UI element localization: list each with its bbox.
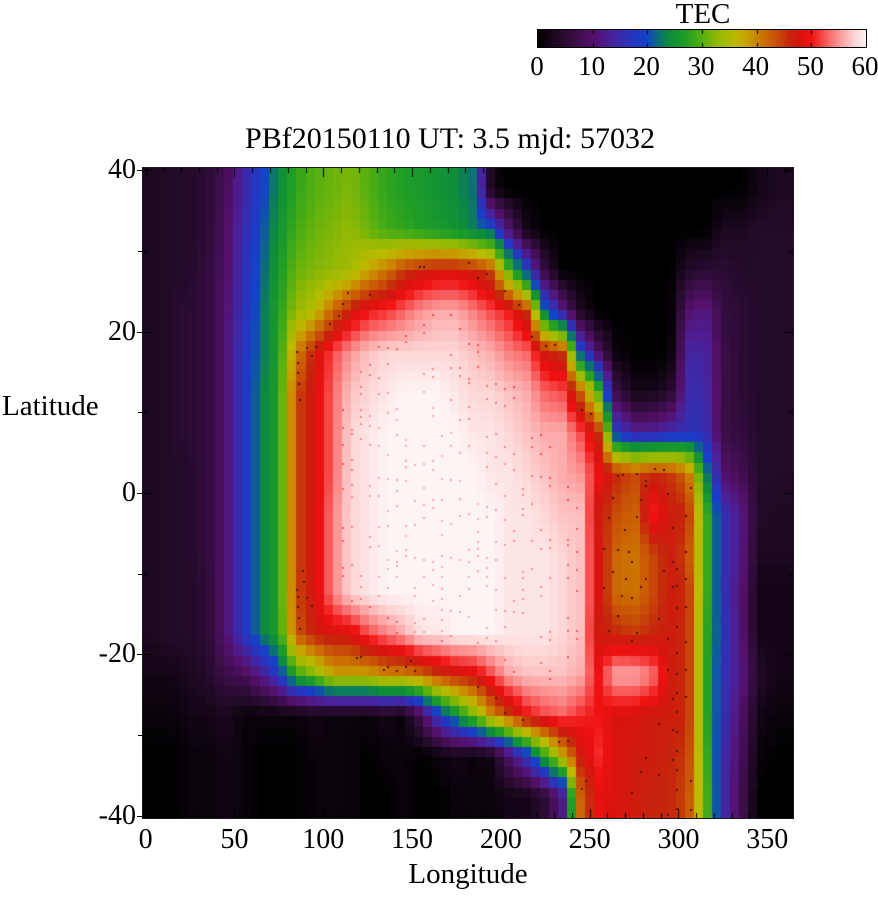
y-axis-tick xyxy=(137,331,142,333)
x-tick-label: 300 xyxy=(657,824,700,855)
colorbar-tick-label: 10 xyxy=(578,51,606,81)
colorbar-tick-label: 60 xyxy=(851,51,878,81)
colorbar-title: TEC xyxy=(675,0,731,30)
y-axis-label: Latitude xyxy=(2,390,99,422)
y-axis-tick xyxy=(137,815,142,817)
x-tick-label: 250 xyxy=(568,824,611,855)
heatmap-plot-area xyxy=(142,167,794,819)
x-tick-label: 200 xyxy=(479,824,522,855)
y-tick-label: 20 xyxy=(108,315,136,347)
tec-heatmap-canvas xyxy=(143,168,793,818)
y-axis-tick xyxy=(137,654,142,656)
y-tick-label: -20 xyxy=(98,638,136,670)
colorbar-gradient xyxy=(538,30,866,47)
x-tick-label: 50 xyxy=(220,824,249,855)
colorbar-tick-label: 30 xyxy=(687,51,715,81)
x-tick-label: 100 xyxy=(302,824,345,855)
colorbar-tick-label: 0 xyxy=(530,51,544,81)
y-axis-tick xyxy=(138,412,142,414)
x-axis-label: Longitude xyxy=(408,858,528,890)
x-tick-label: 350 xyxy=(746,824,789,855)
y-axis-tick xyxy=(137,170,142,172)
x-tick-label: 0 xyxy=(138,824,153,855)
colorbar-tick-label: 40 xyxy=(742,51,770,81)
y-tick-label: 0 xyxy=(122,477,136,508)
y-axis-tick xyxy=(138,250,142,252)
x-tick-label: 150 xyxy=(391,824,434,855)
colorbar-tick-label: 50 xyxy=(796,51,824,81)
y-axis-tick xyxy=(137,493,142,494)
y-tick-label: 40 xyxy=(108,154,136,186)
y-axis-tick xyxy=(138,735,142,737)
y-axis-tick xyxy=(138,573,142,575)
plot-title: PBf20150110 UT: 3.5 mjd: 57032 xyxy=(245,122,655,155)
colorbar xyxy=(537,29,867,48)
y-tick-label: -40 xyxy=(98,799,136,831)
colorbar-tick-label: 20 xyxy=(632,51,660,81)
